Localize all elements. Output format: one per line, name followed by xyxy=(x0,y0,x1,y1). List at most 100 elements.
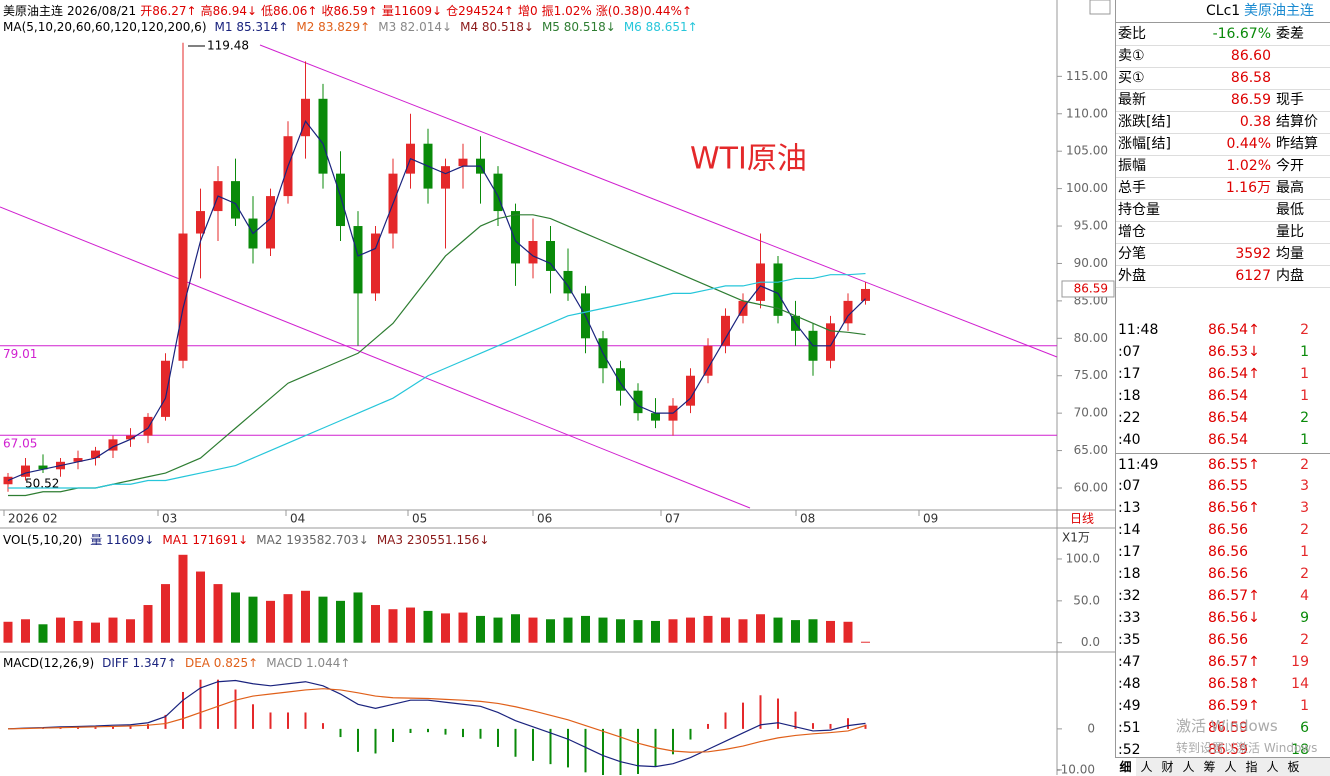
candle-body xyxy=(511,211,520,264)
volume-bar xyxy=(213,584,223,643)
candle-body xyxy=(371,233,380,294)
tick-time: :32 xyxy=(1118,588,1141,604)
tick-time: 11:49 xyxy=(1118,457,1159,473)
tick-price: 86.56↓ xyxy=(1208,610,1260,626)
volume-bar xyxy=(686,617,695,643)
name: 美原油主连 xyxy=(1244,3,1314,19)
tick-price: 86.59 xyxy=(1208,742,1249,758)
quote-value: 3592 xyxy=(1235,246,1271,262)
diff-line xyxy=(7,679,866,768)
legend-item: M2 83.829↑ xyxy=(296,20,371,34)
candle-body xyxy=(861,288,870,301)
tick-time: :17 xyxy=(1118,366,1141,382)
tab[interactable]: 板 xyxy=(1287,760,1300,774)
volume-bar xyxy=(231,592,240,643)
legend-item: MA1 171691↓ xyxy=(162,533,249,547)
tick-price: 86.59↑ xyxy=(1208,698,1260,714)
volume-bar xyxy=(546,619,555,643)
tick-count: 2 xyxy=(1300,566,1309,582)
volume-bar xyxy=(441,613,450,643)
header-item: 量11609↓ xyxy=(381,4,443,18)
tab[interactable]: 财 xyxy=(1161,760,1174,774)
tab[interactable]: 人 xyxy=(1182,760,1195,774)
tick-time: :18 xyxy=(1118,388,1141,404)
tab[interactable]: 人 xyxy=(1140,760,1153,774)
tick-price: 86.54↑ xyxy=(1208,322,1260,338)
tab[interactable]: 细 xyxy=(1115,758,1136,776)
x-tick-label: 05 xyxy=(412,512,427,526)
legend-item: M6 88.651↑ xyxy=(623,20,698,34)
button[interactable] xyxy=(1089,0,1111,15)
tick-price: 86.58↑ xyxy=(1208,676,1260,692)
candle-body xyxy=(336,173,345,227)
quote-row: 振幅 1.02% 今开 xyxy=(1116,155,1330,178)
volume-bar xyxy=(861,641,870,643)
tick-count: 4 xyxy=(1300,588,1309,604)
plot-bg xyxy=(0,0,1057,775)
tick-price: 86.53↓ xyxy=(1208,344,1260,360)
volume-bar xyxy=(73,620,83,643)
legend-item: MACD 1.044↑ xyxy=(266,656,351,670)
tab[interactable]: 筹 xyxy=(1203,760,1216,774)
tick-price: 86.56 xyxy=(1208,544,1249,560)
quote-label: 总手 xyxy=(1118,180,1146,196)
header-item: 收86.59↑ xyxy=(321,4,378,18)
tick-row: :33 86.56↓ 9 xyxy=(1116,607,1330,629)
volume-bar xyxy=(721,617,730,643)
volume-bar xyxy=(318,596,328,643)
period: 日线 xyxy=(1070,512,1094,526)
header-item: 2026/08/21 xyxy=(67,4,137,18)
code: CLc1 xyxy=(1206,3,1241,19)
volume-bar xyxy=(633,620,643,643)
tick-count: 3 xyxy=(1300,500,1309,516)
y-tick-label: 70.00 xyxy=(1074,406,1108,420)
candle-body xyxy=(178,233,188,361)
tick-price: 86.54↑ xyxy=(1208,366,1260,382)
tab[interactable]: 指 xyxy=(1245,760,1258,774)
tick-row: :22 86.54 2 xyxy=(1116,407,1330,429)
chart: 60.0065.0070.0075.0080.0085.0090.0095.00… xyxy=(0,0,1115,775)
volume-bar xyxy=(371,605,380,643)
tick-price: 86.59 xyxy=(1208,720,1249,736)
volume-bar xyxy=(143,605,153,643)
quote-row: 涨跌[结] 0.38 结算价 xyxy=(1116,111,1330,134)
quote-value: 0.44% xyxy=(1226,136,1271,152)
tick-row: :35 86.56 2 xyxy=(1116,629,1330,651)
tick-count: 1 xyxy=(1300,366,1309,382)
tick-price: 86.56 xyxy=(1208,632,1249,648)
quote-value: 1.02% xyxy=(1226,158,1271,174)
x-tick-label: 09 xyxy=(923,512,938,526)
tick-row: :32 86.57↑ 4 xyxy=(1116,585,1330,607)
tick-count: 1 xyxy=(1300,544,1309,560)
volume-bar xyxy=(773,617,783,643)
tick-count: 1 xyxy=(1300,698,1309,714)
tick-time: :07 xyxy=(1118,478,1141,494)
candle-body xyxy=(721,315,730,346)
quote-row: 分笔 3592 均量 xyxy=(1116,243,1330,266)
volume-bar xyxy=(353,592,363,643)
tick-price: 86.55 xyxy=(1208,478,1249,494)
tick-row: :52 86.59 18 xyxy=(1116,739,1330,761)
y-tick-label: 100.00 xyxy=(1066,181,1108,195)
candle-body xyxy=(231,181,240,219)
tick-count: 2 xyxy=(1300,522,1309,538)
tick-price: 86.56↑ xyxy=(1208,500,1260,516)
volume-bar xyxy=(808,619,818,643)
tab[interactable]: 人 xyxy=(1266,760,1279,774)
header-item: 仓294524↑ xyxy=(446,4,514,18)
candle-body xyxy=(126,435,135,440)
tick-time: :48 xyxy=(1118,676,1141,692)
volume-bar xyxy=(126,619,135,643)
header: 美原油主连 2026/08/21 开86.27↑ 高86.94↓ 低86.06↑ 收86.… xyxy=(3,2,696,19)
volume-bar xyxy=(248,596,258,643)
volume-bar xyxy=(563,617,573,643)
candle-body xyxy=(3,476,13,485)
ma-line xyxy=(7,120,866,482)
x-tick-label: 07 xyxy=(665,512,680,526)
tick-count: 9 xyxy=(1300,610,1309,626)
candle-body xyxy=(773,263,783,316)
tab[interactable]: 人 xyxy=(1224,760,1237,774)
quote-label: 外盘 xyxy=(1118,268,1146,284)
tick-price: 86.54 xyxy=(1208,388,1249,404)
